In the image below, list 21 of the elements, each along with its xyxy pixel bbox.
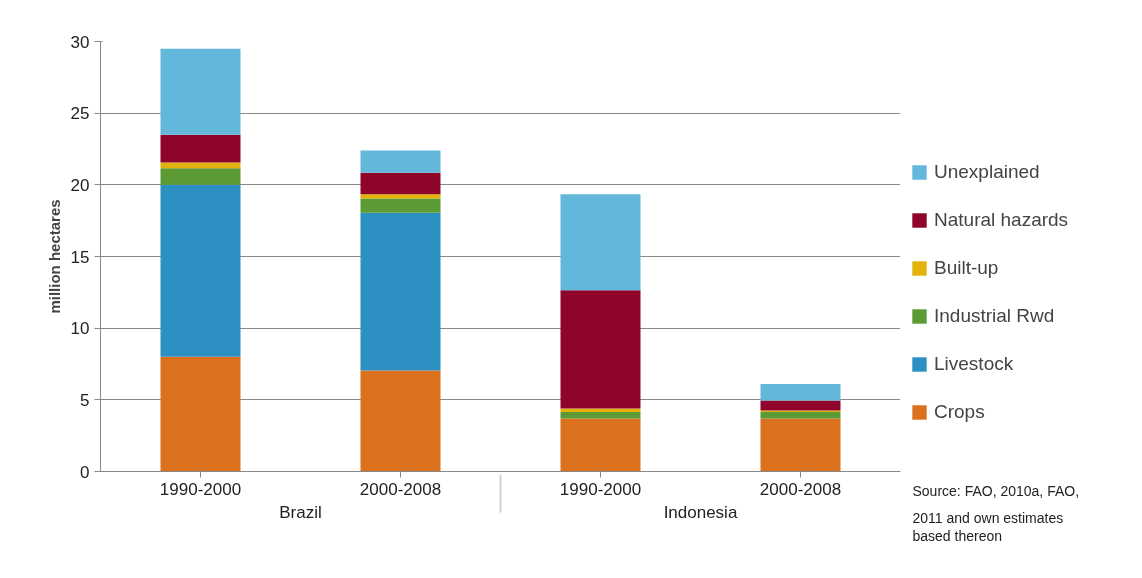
x-tick-label: 2000-2008 (359, 479, 442, 499)
y-tick-label: 5 (80, 390, 90, 410)
legend-label: Livestock (934, 352, 1015, 376)
legend-label: Built-up (934, 256, 1000, 280)
text: Brazil (279, 502, 322, 522)
legend-label: Industrial Rwd (934, 304, 1056, 328)
legend-label: Crops (934, 400, 986, 424)
y-axis-title: million hectares (45, 199, 63, 314)
x-tick-label: 2000-2008 (759, 479, 842, 499)
y-tick-label: 15 (70, 247, 90, 267)
y-tick-label: 10 (70, 319, 90, 339)
text: Indonesia (663, 502, 738, 522)
y-tick-label: 25 (70, 104, 90, 124)
legend-label: Natural hazards (934, 208, 1070, 232)
y-tick-label: 20 (70, 175, 90, 195)
x-tick-label: 1990-2000 (159, 479, 242, 499)
y-tick-label: 0 (80, 462, 90, 482)
y-tick-label: 30 (70, 32, 90, 52)
source-note: Source: FAO, 2010a, FAO, 2011 and own estimates based thereon (912, 482, 1080, 544)
legend-label: Unexplained (934, 160, 1041, 184)
x-tick-label: 1990-2000 (559, 479, 642, 499)
